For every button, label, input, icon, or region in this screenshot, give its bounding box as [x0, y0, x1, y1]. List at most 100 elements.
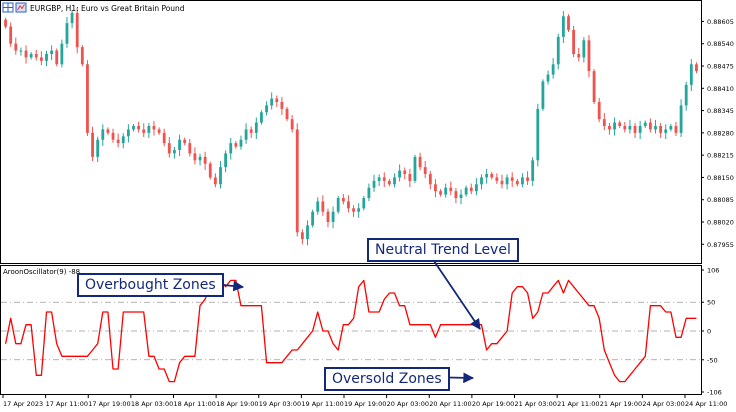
- time-tick-label: 17 Apr 2023: [3, 400, 43, 408]
- candle: [4, 19, 7, 27]
- candle: [643, 122, 647, 126]
- time-tick-label: 19 Apr 19:00: [344, 400, 386, 408]
- candle: [116, 139, 120, 144]
- candle: [219, 167, 222, 185]
- candle: [480, 177, 483, 185]
- candle: [469, 187, 473, 192]
- candle: [633, 126, 637, 133]
- candle: [198, 156, 202, 161]
- candle: [239, 139, 243, 147]
- candle: [413, 156, 417, 181]
- candle: [459, 194, 463, 198]
- price-tick-label: 0.88020: [707, 219, 734, 227]
- price-tick-label: 0.88605: [707, 18, 734, 26]
- aroon-oscillator-line: [4, 279, 697, 383]
- candle: [208, 163, 212, 178]
- candle: [285, 108, 289, 120]
- candle: [316, 201, 320, 212]
- candle: [9, 26, 13, 44]
- candle: [96, 139, 100, 157]
- candle: [592, 71, 596, 102]
- candle: [572, 30, 576, 54]
- candle: [152, 126, 156, 130]
- oscillator-tick-label: 50: [707, 299, 715, 307]
- time-tick-label: 17 Apr 19:00: [88, 400, 130, 408]
- candle: [270, 98, 274, 106]
- price-axis: 0.88605 0.88540 0.88475 0.88410 0.88345 0.882…: [701, 18, 734, 249]
- candle: [648, 122, 652, 130]
- time-tick-label: 17 Apr 11:00: [46, 400, 88, 408]
- candle: [638, 126, 642, 133]
- candle: [142, 129, 146, 133]
- candle: [495, 177, 499, 181]
- candle: [521, 177, 524, 185]
- price-panel-frame: [0, 0, 702, 264]
- candle: [449, 187, 453, 192]
- candle: [464, 187, 468, 195]
- candle: [526, 177, 529, 181]
- candle: [336, 198, 340, 212]
- time-tick-label: 18 Apr 19:00: [216, 400, 258, 408]
- candle: [70, 12, 74, 24]
- candle: [183, 139, 187, 144]
- candle: [367, 187, 371, 198]
- candle: [669, 126, 673, 130]
- candle: [347, 201, 350, 209]
- candle: [137, 126, 141, 130]
- candle: [39, 57, 43, 61]
- candle: [372, 180, 376, 188]
- candle: [679, 105, 683, 133]
- candle: [173, 150, 176, 154]
- candle: [398, 170, 402, 178]
- time-tick-label: 24 Apr 03:00: [642, 400, 684, 408]
- candle: [101, 129, 105, 140]
- candle: [188, 143, 192, 154]
- candle: [597, 102, 601, 120]
- candle: [300, 232, 304, 240]
- candle: [490, 174, 494, 178]
- candle: [60, 43, 64, 65]
- price-tick-label: 0.88085: [707, 196, 734, 204]
- candle: [234, 143, 238, 147]
- candle: [19, 50, 23, 52]
- candle: [541, 81, 545, 109]
- candle: [408, 174, 412, 181]
- candle: [290, 119, 294, 130]
- time-tick-label: 18 Apr 03:00: [131, 400, 173, 408]
- time-tick-label: 24 Apr 11:00: [685, 400, 727, 408]
- candle: [106, 129, 110, 133]
- candle: [126, 129, 130, 137]
- candle: [111, 132, 115, 140]
- time-tick-label: 21 Apr 03:00: [515, 400, 557, 408]
- oscillator-axis: 106 50 0 -50 -106: [701, 267, 722, 397]
- candle: [454, 191, 458, 198]
- candle: [510, 177, 514, 181]
- candle: [608, 126, 611, 130]
- candle: [193, 153, 197, 161]
- candle: [24, 50, 28, 58]
- candle: [393, 177, 396, 185]
- time-tick-label: 18 Apr 11:00: [174, 400, 216, 408]
- candle: [602, 119, 606, 126]
- candle: [684, 84, 688, 106]
- candle: [500, 180, 504, 185]
- candle: [434, 184, 437, 192]
- price-tick-label: 0.88280: [707, 129, 734, 137]
- candle: [515, 180, 519, 185]
- candle: [275, 98, 279, 102]
- candle: [326, 211, 330, 222]
- price-tick-label: 0.88410: [707, 85, 734, 93]
- candle: [229, 143, 233, 154]
- candle: [444, 187, 448, 195]
- chart-toggle-icon-line: [17, 4, 25, 11]
- candle: [311, 211, 315, 226]
- candle: [331, 211, 335, 222]
- candle: [352, 208, 355, 212]
- candle: [423, 167, 427, 174]
- candle: [29, 54, 33, 58]
- candle: [362, 198, 366, 209]
- candle: [474, 184, 478, 192]
- time-tick-label: 21 Apr 11:00: [557, 400, 599, 408]
- candle: [618, 122, 622, 126]
